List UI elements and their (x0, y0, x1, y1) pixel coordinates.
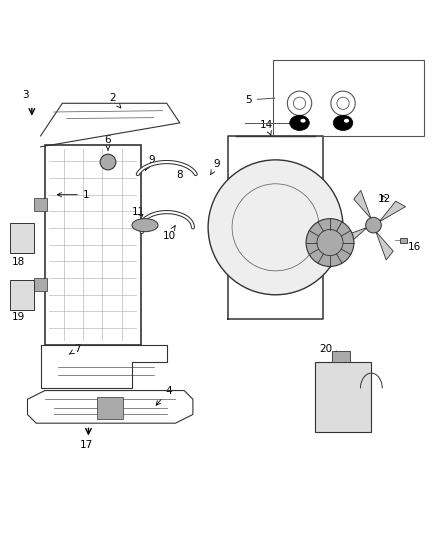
Text: 8: 8 (177, 170, 183, 180)
Text: ANTIFREEZE: ANTIFREEZE (330, 397, 356, 401)
Bar (10, 223, 34, 254)
Text: 1: 1 (57, 190, 89, 200)
Text: 4: 4 (156, 385, 172, 405)
Ellipse shape (290, 115, 309, 131)
Text: 14: 14 (260, 120, 273, 135)
Text: 10: 10 (162, 225, 176, 241)
Text: 18: 18 (12, 257, 25, 267)
Bar (399, 238, 407, 243)
Polygon shape (379, 201, 406, 222)
Ellipse shape (333, 115, 353, 131)
Bar (315, 362, 371, 432)
Text: 9: 9 (145, 155, 155, 170)
Ellipse shape (344, 119, 349, 123)
Bar (10, 279, 34, 310)
Text: 12: 12 (378, 194, 391, 204)
Bar (97, 397, 123, 419)
Text: 6: 6 (105, 135, 111, 150)
Polygon shape (339, 228, 367, 245)
Circle shape (366, 217, 381, 233)
Text: 5: 5 (245, 95, 275, 105)
Bar (34, 278, 47, 292)
Bar (45, 144, 141, 345)
Circle shape (208, 160, 343, 295)
Bar (332, 351, 350, 362)
Circle shape (306, 219, 354, 266)
Circle shape (100, 154, 116, 170)
Polygon shape (354, 190, 371, 219)
Text: MOPAR: MOPAR (334, 388, 352, 393)
Text: 7: 7 (69, 344, 81, 354)
Bar (34, 198, 47, 211)
Text: / COOLANT: / COOLANT (332, 404, 354, 408)
Text: 16: 16 (407, 242, 421, 252)
Ellipse shape (132, 219, 158, 232)
Text: 17: 17 (80, 440, 93, 450)
Text: 2: 2 (109, 93, 121, 108)
Text: 19: 19 (12, 312, 25, 321)
Text: 3: 3 (22, 91, 28, 100)
Polygon shape (376, 231, 393, 260)
Ellipse shape (300, 119, 306, 123)
Text: 9: 9 (211, 159, 220, 174)
Text: 13: 13 (319, 241, 342, 254)
Text: 20: 20 (319, 344, 339, 355)
Text: 11: 11 (132, 207, 145, 217)
Bar (273, 60, 424, 136)
